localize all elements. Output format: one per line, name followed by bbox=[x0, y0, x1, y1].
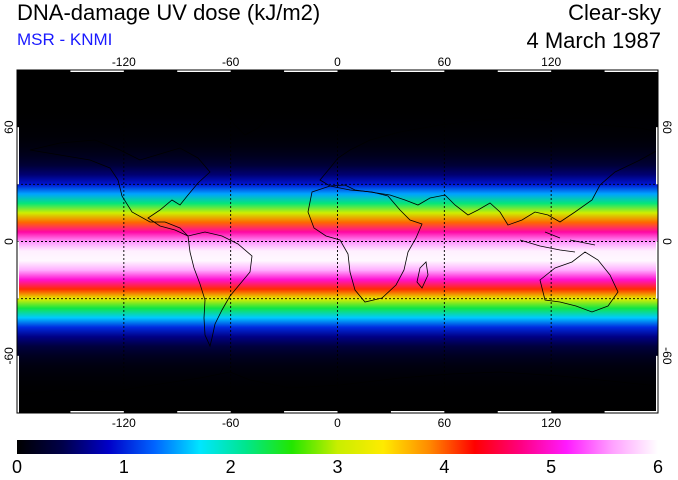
colorbar-tick-label: 6 bbox=[652, 457, 664, 477]
longitude-labels-top: -120 -60 0 60 120 bbox=[112, 55, 562, 69]
map-frame bbox=[16, 69, 659, 414]
coastline-north-america bbox=[29, 139, 211, 237]
coastline-africa bbox=[307, 185, 423, 303]
colorbar-tick-label: 2 bbox=[225, 457, 236, 477]
colorbar-tick-label: 5 bbox=[546, 457, 557, 477]
lat-label-right: -60 bbox=[660, 347, 674, 365]
coastline-europe-asia bbox=[319, 117, 658, 226]
coastline-greenland bbox=[221, 94, 276, 136]
data-source-label: MSR - KNMI bbox=[17, 30, 113, 49]
coastline-south-america bbox=[187, 231, 253, 348]
map-gridlines bbox=[17, 70, 658, 413]
lat-label-right: 60 bbox=[660, 120, 674, 134]
colorbar-tick-label: 4 bbox=[439, 457, 450, 477]
colorbar-tick-label: 0 bbox=[11, 457, 23, 477]
longitude-labels-bottom: -120 -60 0 60 120 bbox=[112, 416, 562, 430]
colorbar-tick-label: 1 bbox=[118, 457, 129, 477]
lat-label-left: 60 bbox=[2, 120, 16, 134]
coastlines bbox=[17, 94, 658, 396]
lon-label-bottom: 60 bbox=[438, 416, 452, 430]
lon-label-top: -60 bbox=[222, 55, 240, 69]
lon-label-bottom: -120 bbox=[112, 416, 136, 430]
sky-condition-label: Clear-sky bbox=[568, 0, 661, 25]
lon-label-bottom: 0 bbox=[334, 416, 341, 430]
colorbar bbox=[17, 440, 658, 454]
lon-label-top: 60 bbox=[438, 55, 452, 69]
coastline-madagascar bbox=[416, 261, 429, 289]
lon-label-bottom: 120 bbox=[541, 416, 561, 430]
coastline-antarctica bbox=[17, 371, 658, 396]
coastline-indonesia bbox=[519, 231, 596, 253]
coastline-australia bbox=[539, 251, 619, 313]
latitude-labels: 60 60 0 0 -60 -60 bbox=[2, 120, 674, 365]
map-title: DNA-damage UV dose (kJ/m2) bbox=[17, 0, 321, 25]
lat-label-right: 0 bbox=[660, 238, 674, 245]
lat-label-left: -60 bbox=[2, 347, 16, 365]
lon-label-top: 120 bbox=[541, 55, 561, 69]
lat-label-left: 0 bbox=[2, 238, 16, 245]
lon-label-bottom: -60 bbox=[222, 416, 240, 430]
date-label: 4 March 1987 bbox=[526, 28, 661, 53]
lon-label-top: 0 bbox=[334, 55, 341, 69]
lon-label-top: -120 bbox=[112, 55, 136, 69]
colorbar-tick-label: 3 bbox=[332, 457, 343, 477]
